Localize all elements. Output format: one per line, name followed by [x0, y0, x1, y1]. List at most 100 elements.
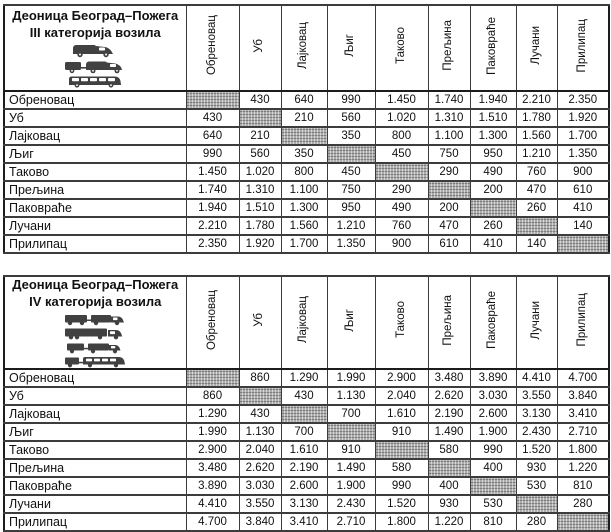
toll-value-cell: 490 — [374, 198, 429, 218]
toll-value-cell: 1.520 — [374, 493, 429, 514]
toll-value-cell: 1.940 — [185, 198, 240, 218]
column-header: Прељина — [427, 4, 471, 92]
toll-value-cell: 4.700 — [556, 367, 610, 388]
toll-value-cell: 2.040 — [238, 439, 282, 460]
column-header-label: Обреновац — [205, 15, 218, 76]
column-header-label: Лајковац — [297, 296, 310, 344]
toll-value-cell: 950 — [326, 198, 376, 218]
table-row: Љиг 990 560 350 450 750 950 1.210 1.350 — [3, 144, 610, 164]
toll-value-cell: 560 — [238, 144, 282, 164]
toll-value-cell: 910 — [374, 421, 429, 442]
toll-value-cell: 760 — [515, 162, 558, 182]
diagonal-shaded-cell — [326, 144, 376, 164]
vehicle-icons — [5, 43, 185, 88]
toll-value-cell: 900 — [556, 162, 610, 182]
toll-value-cell: 1.560 — [515, 126, 558, 146]
toll-value-cell: 400 — [469, 457, 517, 478]
row-header: Прилипац — [3, 234, 187, 254]
toll-value-cell: 1.990 — [326, 367, 376, 388]
toll-value-cell: 290 — [374, 180, 429, 200]
column-header-label: Прељина — [442, 20, 455, 71]
toll-value-cell: 1.610 — [374, 403, 429, 424]
diagonal-shaded-cell — [469, 475, 517, 496]
toll-value-cell: 2.620 — [427, 385, 471, 406]
toll-value-cell: 1.490 — [427, 421, 471, 442]
diagonal-shaded-cell — [427, 457, 471, 478]
toll-value-cell: 860 — [238, 367, 282, 388]
toll-value-cell: 1.780 — [238, 216, 282, 236]
toll-value-cell: 2.350 — [185, 234, 240, 254]
table-row: Лајковац 1.290 430 700 1.610 2.190 2.600 3.130 3… — [3, 403, 610, 424]
diagonal-shaded-cell — [280, 126, 328, 146]
row-header: Обреновац — [3, 367, 187, 388]
column-header-label: Лајковац — [297, 21, 310, 70]
vehicle-icons — [5, 313, 185, 367]
toll-value-cell: 810 — [556, 475, 610, 496]
toll-value-cell: 1.300 — [469, 126, 517, 146]
table-row: Обреновац 430 640 990 1.450 1.740 1.940 2.210 2.… — [3, 90, 610, 110]
toll-value-cell: 1.450 — [185, 162, 240, 182]
bus-with-trailer-icon — [65, 356, 126, 367]
toll-value-cell: 1.220 — [556, 457, 610, 478]
toll-value-cell: 2.430 — [326, 493, 376, 514]
toll-value-cell: 2.190 — [280, 457, 328, 478]
table-row: Љиг 1.990 1.130 700 910 1.490 1.900 2.430 2.710 — [3, 421, 610, 442]
toll-value-cell: 290 — [427, 162, 471, 182]
toll-value-cell: 430 — [238, 403, 282, 424]
toll-value-cell: 990 — [374, 475, 429, 496]
toll-value-cell: 200 — [469, 180, 517, 200]
toll-value-cell: 1.490 — [326, 457, 376, 478]
column-header: Обреновац — [185, 275, 240, 370]
column-header: Обреновац — [185, 4, 240, 92]
toll-value-cell: 1.740 — [427, 90, 471, 110]
toll-value-cell: 3.840 — [556, 385, 610, 406]
column-header-label: Лучани — [529, 26, 542, 65]
toll-value-cell: 2.600 — [469, 403, 517, 424]
toll-value-cell: 610 — [427, 234, 471, 254]
toll-table-category-3: Деоница Београд–Пожега III категорија во… — [3, 4, 610, 254]
row-header: Таково — [3, 162, 187, 182]
toll-value-cell: 700 — [280, 421, 328, 442]
toll-value-cell: 900 — [374, 234, 429, 254]
column-header: Паковраће — [469, 275, 517, 370]
toll-value-cell: 3.890 — [185, 475, 240, 496]
column-header-label: Паковраће — [486, 290, 499, 349]
toll-value-cell: 260 — [469, 216, 517, 236]
column-header-label: Таково — [394, 301, 407, 339]
toll-matrix-table: Деоница Београд–Пожега III категорија во… — [3, 4, 610, 254]
table-row: Прељина 3.480 2.620 2.190 1.490 580 400 930 1.22… — [3, 457, 610, 478]
diagonal-shaded-cell — [427, 180, 471, 200]
toll-value-cell: 1.100 — [427, 126, 471, 146]
van-icon — [73, 45, 114, 58]
toll-value-cell: 450 — [326, 162, 376, 182]
toll-value-cell: 560 — [326, 108, 376, 128]
column-header: Лучани — [515, 275, 558, 370]
row-header: Паковраће — [3, 475, 187, 496]
toll-value-cell: 350 — [280, 144, 328, 164]
toll-value-cell: 2.350 — [556, 90, 610, 110]
truck-with-small-trailer-icon — [67, 343, 121, 354]
table-row: Паковраће 1.940 1.510 1.300 950 490 200 260 410 — [3, 198, 610, 218]
table-row: Лучани 2.210 1.780 1.560 1.210 760 470 260 140 — [3, 216, 610, 236]
toll-value-cell: 410 — [469, 234, 517, 254]
toll-value-cell: 260 — [515, 198, 558, 218]
van-with-trailer-icon — [65, 61, 123, 74]
toll-value-cell: 750 — [427, 144, 471, 164]
table-body: Обреновац 860 1.290 1.990 2.900 3.480 3.890 4.4… — [3, 367, 610, 532]
table-title-cell: Деоница Београд–Пожега III категорија во… — [3, 4, 187, 92]
toll-value-cell: 1.130 — [326, 385, 376, 406]
toll-value-cell: 1.350 — [556, 144, 610, 164]
toll-value-cell: 640 — [280, 90, 328, 110]
toll-value-cell: 1.510 — [469, 108, 517, 128]
table-row: Прилипац 2.350 1.920 1.700 1.350 900 610 410 140 — [3, 234, 610, 254]
toll-value-cell: 210 — [238, 126, 282, 146]
toll-value-cell: 1.210 — [326, 216, 376, 236]
toll-value-cell: 280 — [556, 493, 610, 514]
toll-value-cell: 1.940 — [469, 90, 517, 110]
table-row: Паковраће 3.890 3.030 2.600 1.900 990 400 530 81… — [3, 475, 610, 496]
toll-value-cell: 1.920 — [238, 234, 282, 254]
column-header-label: Прељина — [442, 294, 455, 346]
table-row: Лучани 4.410 3.550 3.130 2.430 1.520 930 530 280 — [3, 493, 610, 514]
toll-value-cell: 3.030 — [238, 475, 282, 496]
diagonal-shaded-cell — [280, 403, 328, 424]
